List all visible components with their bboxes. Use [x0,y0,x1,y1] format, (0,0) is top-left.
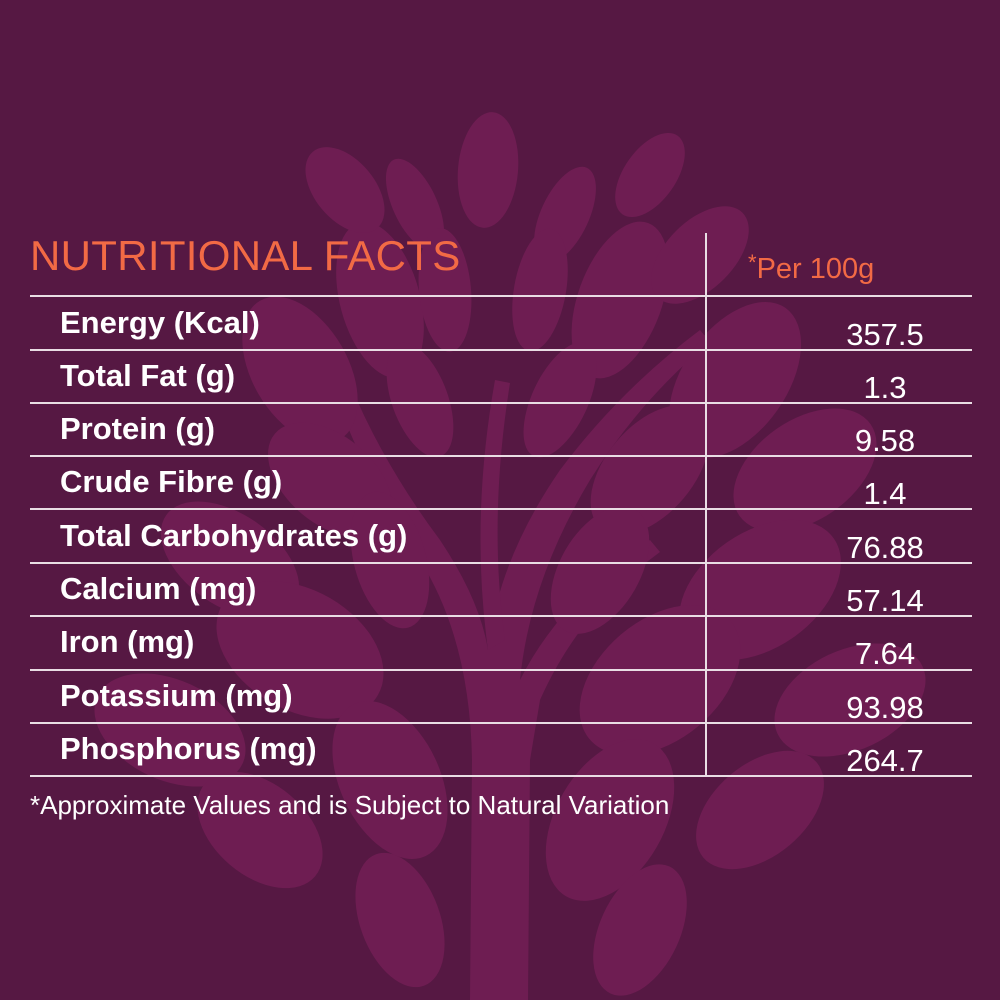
table-row: Total Carbohydrates (g) 76.88 [30,516,972,568]
nutrient-value: 357.5 [846,317,924,352]
row-divider [30,455,972,457]
nutrient-value: 1.4 [863,476,907,511]
footnote: *Approximate Values and is Subject to Na… [30,790,670,820]
row-divider [30,722,972,724]
page-title: NUTRITIONAL FACTS [30,232,461,279]
row-divider [30,508,972,510]
nutrient-label: Total Carbohydrates (g) [60,518,408,553]
row-divider [30,349,972,351]
per-100g-label: Per 100g [756,253,875,285]
table-row: Protein (g) 9.58 [30,409,972,461]
nutrient-value: 264.7 [846,743,924,778]
nutrient-label: Calcium (mg) [60,571,257,606]
nutrient-label: Phosphorus (mg) [60,731,317,766]
row-divider [30,775,972,777]
table-row: Total Fat (g) 1.3 [30,356,972,408]
table-row: Energy (Kcal) 357.5 [30,303,972,355]
table-row: Crude Fibre (g) 1.4 [30,462,972,514]
per-100g-header: *Per 100g [748,250,874,286]
nutrient-label: Crude Fibre (g) [60,464,283,499]
row-divider [30,562,972,564]
nutrient-label: Iron (mg) [60,624,195,659]
row-divider [30,295,972,297]
row-divider [30,669,972,671]
nutrient-value: 7.64 [854,636,916,671]
table-row: Calcium (mg) 57.14 [30,569,972,621]
nutrient-value: 93.98 [846,690,924,725]
table-row: Potassium (mg) 93.98 [30,676,972,728]
per-asterisk: * [748,250,757,275]
nutrient-label: Potassium (mg) [60,678,293,713]
row-divider [30,615,972,617]
table-row: Iron (mg) 7.64 [30,622,972,674]
nutrient-label: Protein (g) [60,411,215,446]
nutrient-value: 76.88 [846,530,924,565]
nutrient-value: 9.58 [854,423,916,458]
nutrient-value: 1.3 [863,370,907,405]
nutrient-label: Energy (Kcal) [60,305,260,340]
column-divider [705,233,707,776]
row-divider [30,402,972,404]
nutrient-value: 57.14 [846,583,924,618]
table-row: Phosphorus (mg) 264.7 [30,729,972,781]
nutrient-label: Total Fat (g) [60,358,236,393]
